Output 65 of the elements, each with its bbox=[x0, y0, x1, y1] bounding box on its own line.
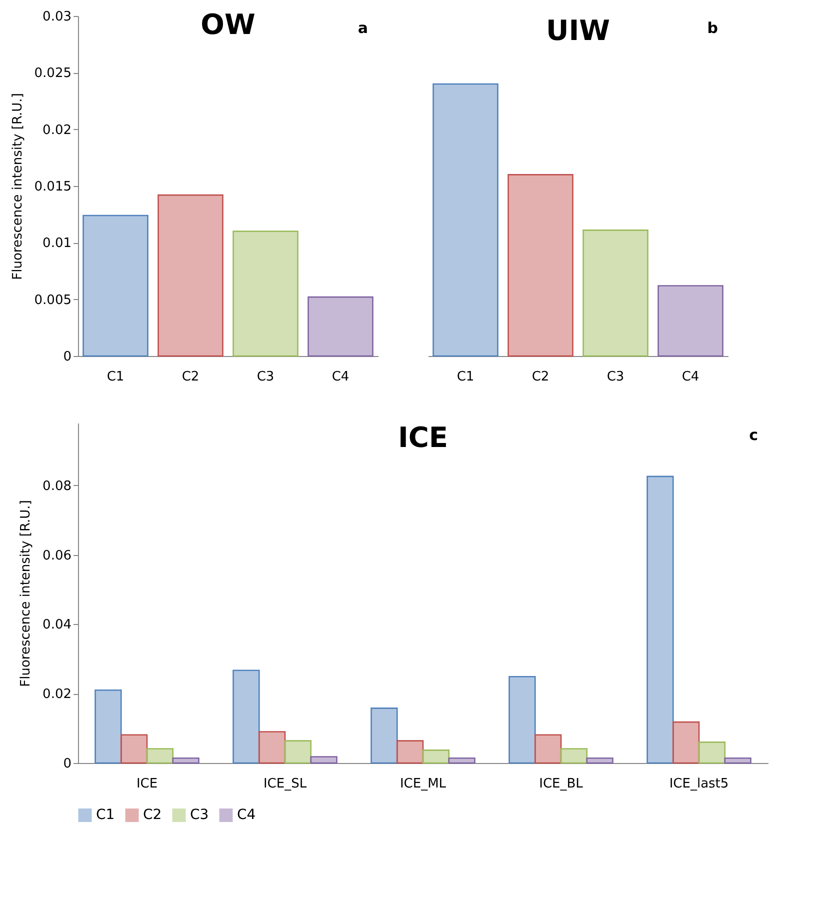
x-tick-label: C4 bbox=[332, 370, 350, 384]
bar bbox=[658, 285, 724, 357]
bar bbox=[422, 750, 450, 764]
bar bbox=[508, 174, 574, 357]
legend-label: C1 bbox=[96, 807, 115, 824]
y-tick-label: 0.025 bbox=[34, 66, 72, 82]
bar bbox=[308, 296, 374, 357]
bar bbox=[646, 476, 674, 764]
legend-label: C2 bbox=[143, 807, 162, 824]
legend-label: C4 bbox=[237, 807, 256, 824]
chart-title: UIW bbox=[546, 14, 610, 47]
bar bbox=[82, 214, 148, 357]
x-tick-label: ICE_last5 bbox=[669, 776, 729, 792]
chart-title: OW bbox=[200, 8, 256, 41]
x-tick-label: C1 bbox=[456, 370, 474, 384]
bar bbox=[672, 721, 700, 764]
y-axis-title: Fluorescence intensity [R.U.] bbox=[18, 500, 34, 687]
bar bbox=[310, 756, 338, 764]
y-tick-label: 0 bbox=[63, 350, 72, 364]
y-tick-label: 0 bbox=[63, 756, 72, 772]
x-tick-label: ICE bbox=[136, 776, 158, 792]
bar bbox=[370, 708, 398, 764]
bar bbox=[724, 757, 752, 764]
x-tick-label: C2 bbox=[182, 370, 200, 384]
bar bbox=[120, 734, 148, 764]
bar bbox=[432, 83, 498, 357]
bar bbox=[448, 757, 476, 764]
y-tick-label: 0.08 bbox=[42, 478, 72, 494]
chart-title: ICE bbox=[398, 421, 448, 454]
bar bbox=[396, 740, 424, 764]
x-tick-label: ICE_ML bbox=[400, 776, 447, 792]
bar bbox=[508, 676, 536, 764]
annotation: a bbox=[358, 19, 368, 37]
x-tick-label: ICE_BL bbox=[539, 776, 584, 792]
y-tick-label: 0.04 bbox=[42, 618, 72, 633]
x-tick-label: C3 bbox=[606, 370, 624, 384]
y-tick-label: 0.015 bbox=[34, 180, 72, 194]
bar bbox=[146, 748, 174, 764]
bar bbox=[172, 757, 200, 764]
bar bbox=[560, 748, 588, 764]
y-tick-label: 0.02 bbox=[42, 122, 72, 138]
bar bbox=[258, 731, 286, 764]
x-tick-label: C1 bbox=[106, 370, 124, 384]
bar bbox=[94, 689, 122, 764]
bar bbox=[586, 757, 614, 764]
y-tick-label: 0.01 bbox=[42, 236, 72, 252]
y-tick-label: 0.005 bbox=[34, 292, 72, 308]
bar bbox=[284, 740, 312, 764]
annotation: b bbox=[707, 19, 718, 37]
x-tick-label: C2 bbox=[532, 370, 550, 384]
y-axis-title: Fluorescence intensity [R.U.] bbox=[10, 93, 26, 280]
bar bbox=[582, 230, 648, 357]
bar bbox=[534, 734, 562, 764]
x-tick-label: C4 bbox=[682, 370, 700, 384]
bar bbox=[158, 194, 224, 357]
x-tick-label: C3 bbox=[256, 370, 274, 384]
x-tick-label: ICE_SL bbox=[263, 776, 308, 792]
annotation: c bbox=[749, 426, 758, 444]
y-tick-label: 0.06 bbox=[42, 548, 72, 564]
bar bbox=[232, 670, 260, 764]
bar bbox=[698, 742, 726, 764]
legend-label: C3 bbox=[190, 807, 209, 824]
y-tick-label: 0.02 bbox=[42, 687, 72, 702]
y-tick-label: 0.03 bbox=[42, 10, 72, 24]
bar bbox=[232, 230, 298, 357]
